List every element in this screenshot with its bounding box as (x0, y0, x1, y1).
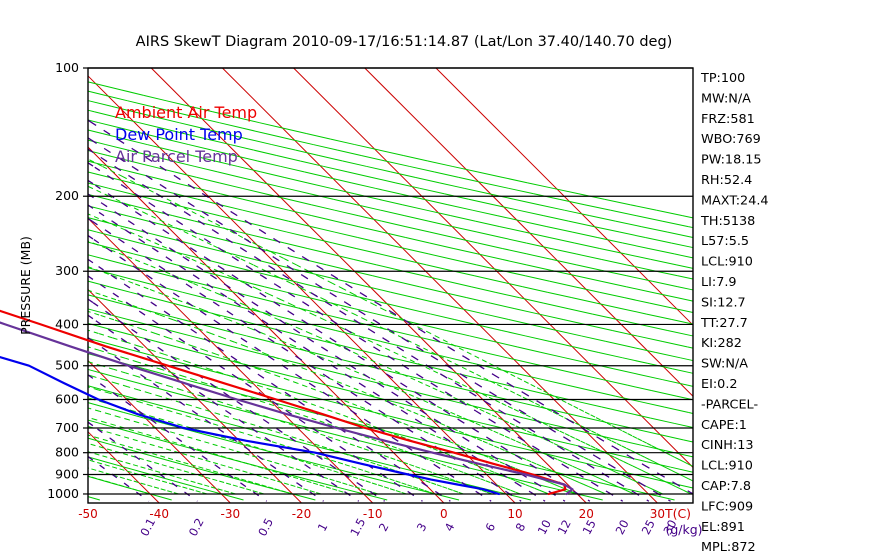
trace-dew-point-temp (0, 355, 500, 496)
x-axis-label-mixing-ratio: (g/kg) (665, 522, 702, 537)
pressure-tick: 100 (55, 60, 79, 75)
bottom-temp-tick: -10 (363, 507, 383, 521)
mixing-ratio-tick: 10 (535, 517, 554, 536)
x-axis-label-temperature: T(C) (664, 506, 691, 521)
bottom-temp-tick: 10 (507, 507, 522, 521)
panel-index-th: TH:5138 (700, 214, 755, 229)
panel-index-ki: KI:282 (701, 336, 742, 351)
panel-index-tt: TT:27.7 (700, 316, 748, 331)
pressure-tick: 500 (55, 358, 79, 373)
bottom-temp-tick: -50 (78, 507, 98, 521)
pressure-tick: 400 (55, 316, 79, 331)
bottom-temperature-tick-labels: -50 -40 -30 -20 -10 0 10 20 30 (78, 507, 665, 521)
legend-dew-point-temp: Dew Point Temp (115, 125, 243, 144)
bottom-temp-tick: -20 (292, 507, 312, 521)
trace-air-parcel-temp (0, 321, 574, 496)
bottom-temp-tick: -40 (149, 507, 169, 521)
mixing-ratio-tick: 15 (580, 517, 599, 536)
legend-group: Ambient Air Temp Dew Point Temp Air Parcel… (115, 103, 257, 166)
plot-frame (83, 67, 694, 504)
mixing-ratio-tick: 12 (555, 517, 574, 536)
bottom-temp-tick: 20 (579, 507, 594, 521)
panel-parcel-header: -PARCEL- (701, 397, 758, 412)
panel-index-lcl: LCL:910 (701, 255, 753, 270)
panel-index-tp: TP:100 (700, 71, 745, 86)
panel-index-mw: MW:N/A (701, 91, 751, 106)
panel-index-l57: L57:5.5 (701, 234, 749, 249)
panel-index-rh: RH:52.4 (701, 173, 752, 188)
pressure-tick-labels: 100 200 300 400 500 600 700 800 900 1000 (47, 60, 79, 501)
panel-index-ei: EI:0.2 (701, 377, 738, 392)
pressure-tick: 700 (55, 420, 79, 435)
panel-parcel-cape: CAPE:1 (701, 418, 747, 433)
bottom-temp-tick: -30 (221, 507, 241, 521)
panel-index-li: LI:7.9 (701, 275, 737, 290)
bottom-temp-tick: 0 (440, 507, 448, 521)
mixing-ratio-lines-group (87, 119, 694, 502)
panel-parcel-cap: CAP:7.8 (701, 479, 751, 494)
panel-index-pw: PW:18.15 (701, 153, 762, 168)
panel-index-maxt: MAXT:24.4 (701, 193, 769, 208)
bottom-temp-tick: 30 (650, 507, 665, 521)
indices-panel-group: TP:100 MW:N/A FRZ:581 WBO:769 PW:18.15 RH:52.… (700, 71, 769, 555)
pressure-tick: 900 (55, 466, 79, 481)
mixing-ratio-tick: 25 (639, 517, 658, 536)
panel-index-si: SI:12.7 (701, 295, 746, 310)
panel-index-frz: FRZ:581 (701, 112, 755, 127)
legend-air-parcel-temp: Air Parcel Temp (115, 147, 238, 166)
pressure-tick: 800 (55, 445, 79, 460)
pressure-tick: 1000 (47, 486, 79, 501)
y-axis-label: PRESSURE (MB) (18, 236, 33, 335)
legend-ambient-air-temp: Ambient Air Temp (115, 103, 257, 122)
dry-adiabat-lines-group (87, 81, 694, 501)
panel-parcel-mpl: MPL:872 (701, 540, 756, 555)
pressure-tick: 600 (55, 391, 79, 406)
mixing-ratio-tick: 30 (660, 517, 679, 536)
panel-parcel-lcl: LCL:910 (701, 459, 753, 474)
mixing-ratio-tick: 20 (613, 517, 632, 536)
panel-parcel-lfc: LFC:909 (701, 499, 753, 514)
pressure-tick: 300 (55, 263, 79, 278)
panel-index-wbo: WBO:769 (701, 132, 761, 147)
trace-ambient-air-temp (0, 309, 567, 496)
panel-parcel-cinh: CINH:13 (701, 438, 754, 453)
panel-index-sw: SW:N/A (701, 357, 748, 372)
panel-parcel-el: EL:891 (701, 520, 745, 535)
moist-adiabat-lines-group (87, 158, 694, 495)
sounding-traces-group (0, 309, 574, 496)
chart-title: AIRS SkewT Diagram 2010-09-17/16:51:14.8… (136, 34, 673, 50)
pressure-tick: 200 (55, 188, 79, 203)
